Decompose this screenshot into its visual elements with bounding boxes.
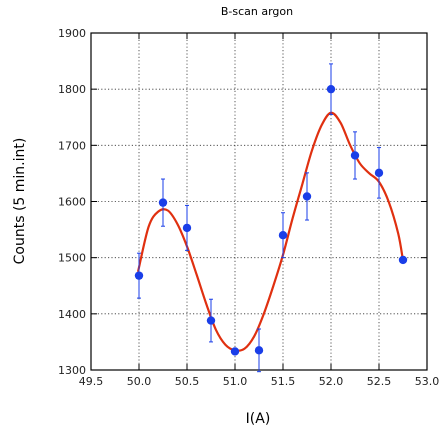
grid-layer (91, 33, 427, 370)
chart-title: B-scan argon (221, 5, 293, 18)
x-tick-label: 49.5 (79, 375, 104, 388)
data-point (254, 346, 264, 355)
data-point (206, 316, 216, 325)
x-tick-label: 52.5 (367, 375, 392, 388)
data-point (230, 347, 240, 356)
data-point (182, 223, 192, 233)
y-tick-label: 1600 (58, 196, 86, 209)
data-point (374, 168, 384, 178)
y-tick-label: 1300 (58, 364, 86, 377)
x-tick-label: 51.0 (223, 375, 248, 388)
y-tick-label: 1500 (58, 252, 86, 265)
x-tick-label: 50.0 (127, 375, 152, 388)
data-point (134, 271, 144, 280)
y-tick-label: 1900 (58, 27, 86, 40)
data-point (326, 84, 336, 94)
fit-layer (136, 111, 405, 352)
x-tick-label: 51.5 (271, 375, 296, 388)
tick-layer: 49.5 50.0 50.5 51.0 51.5 52.0 52.5 53.0 1300 1400… (58, 27, 439, 388)
y-tick-label: 1400 (58, 308, 86, 321)
data-point (398, 255, 408, 265)
x-tick-label: 50.5 (175, 375, 200, 388)
y-axis-title: Counts (5 min.int) (12, 138, 28, 265)
x-tick-label: 53.0 (415, 375, 440, 388)
x-axis-title: I(A) (246, 411, 271, 427)
data-point (278, 231, 288, 240)
data-point (302, 192, 312, 201)
x-tick-label: 52.0 (319, 375, 344, 388)
y-tick-label: 1800 (58, 83, 86, 96)
y-tick-label: 1700 (58, 139, 86, 152)
data-point (158, 198, 168, 207)
data-point (350, 151, 360, 160)
fit-curve (136, 111, 405, 352)
point-layer (134, 84, 408, 356)
